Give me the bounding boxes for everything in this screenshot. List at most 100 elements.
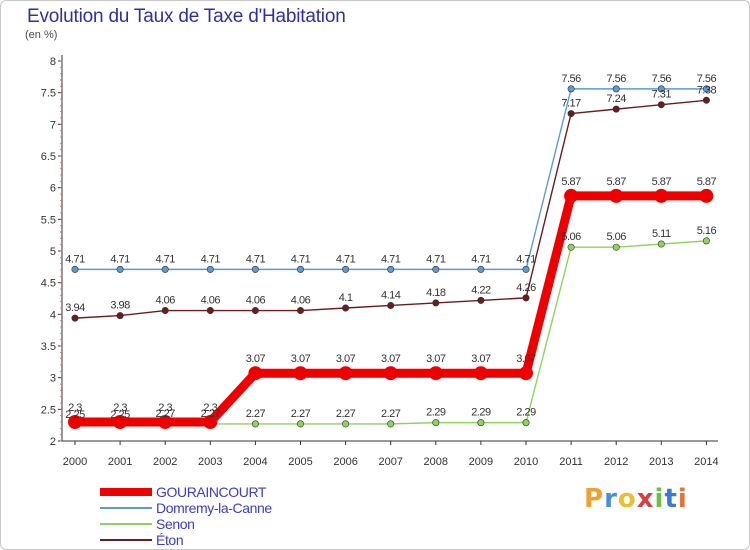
- data-label: 4.06: [291, 295, 311, 307]
- y-tick-label: 3: [50, 373, 56, 385]
- legend-label: Domremy-la-Canne: [156, 500, 272, 516]
- data-label: 5.06: [606, 231, 626, 243]
- data-label: 2.25: [110, 409, 130, 421]
- data-point: [432, 419, 440, 427]
- data-label: 4.71: [516, 253, 536, 265]
- data-point: [477, 265, 485, 273]
- data-point: [161, 307, 169, 315]
- x-tick-label: 2008: [424, 456, 448, 468]
- chart-title: Evolution du Taux de Taxe d'Habitation: [27, 6, 346, 27]
- series-line: [74, 99, 707, 319]
- data-label: 2.25: [65, 409, 85, 421]
- data-label: 3.07: [336, 353, 356, 365]
- data-label: 7.24: [606, 93, 626, 105]
- x-tick-label: 2014: [694, 456, 718, 468]
- data-label: 7.17: [561, 98, 581, 110]
- data-point: [251, 265, 259, 273]
- data-point: [522, 294, 530, 302]
- x-tick-label: 2013: [649, 456, 673, 468]
- data-point: [657, 240, 665, 248]
- data-point: [432, 265, 440, 273]
- data-point: [473, 366, 488, 381]
- data-label: 2.29: [426, 407, 446, 419]
- data-label: 4.26: [516, 282, 536, 294]
- data-point: [612, 105, 620, 113]
- y-tick-label: 5: [50, 246, 56, 258]
- data-point: [293, 366, 308, 381]
- data-label: 7.38: [697, 84, 717, 96]
- data-label: 3.07: [516, 353, 536, 365]
- data-point: [432, 299, 440, 307]
- data-point: [612, 243, 620, 251]
- x-tick-label: 2002: [153, 456, 177, 468]
- data-point: [71, 265, 79, 273]
- legend-label: GOURAINCOURT: [156, 484, 267, 500]
- data-point: [296, 420, 304, 428]
- data-label: 4.22: [471, 284, 491, 296]
- legend-swatch: [100, 539, 152, 541]
- data-label: 4.71: [110, 253, 130, 265]
- data-label: 2.27: [291, 408, 311, 420]
- data-point: [387, 420, 395, 428]
- data-label: 2.27: [246, 408, 266, 420]
- data-label: 2.27: [381, 408, 401, 420]
- legend-swatch: [100, 488, 152, 496]
- data-point: [206, 265, 214, 273]
- data-label: 2.27: [155, 408, 175, 420]
- data-label: 2.3: [158, 402, 172, 414]
- y-tick-label: 6.5: [41, 151, 56, 163]
- data-labels-layer: 4.71 4.71 4.71 4.71 4.71 4.71 4.71 4.71 4.71 4.71…: [65, 73, 717, 421]
- x-tick-label: 2009: [469, 456, 493, 468]
- data-label: 4.1: [339, 292, 353, 304]
- y-tick-label: 8: [50, 56, 56, 68]
- data-label: 2.29: [471, 407, 491, 419]
- data-point: [342, 304, 350, 312]
- legend-swatch: [100, 507, 152, 509]
- x-tick-label: 2003: [198, 456, 222, 468]
- data-point: [116, 312, 124, 320]
- data-label: 4.06: [155, 295, 175, 307]
- data-label: 3.07: [246, 353, 266, 365]
- series-layer: [68, 85, 714, 429]
- data-point: [657, 85, 665, 93]
- data-point: [206, 307, 214, 315]
- data-point: [654, 188, 669, 203]
- data-label: 2.3: [68, 402, 82, 414]
- x-tick-label: 2010: [514, 456, 538, 468]
- data-point: [383, 366, 398, 381]
- x-tick-label: 2012: [604, 456, 628, 468]
- data-point: [68, 415, 82, 429]
- data-label: 7.56: [561, 73, 581, 85]
- data-point: [612, 85, 620, 93]
- data-point: [567, 110, 575, 118]
- data-label: 5.87: [561, 176, 581, 188]
- data-label: 2.3: [113, 402, 127, 414]
- data-point: [248, 366, 263, 381]
- x-tick-label: 2007: [378, 456, 402, 468]
- x-tick-label: 2011: [559, 456, 583, 468]
- data-label: 5.16: [697, 225, 717, 237]
- legend-label: Senon: [156, 516, 195, 532]
- data-label: 3.07: [426, 353, 446, 365]
- data-point: [387, 301, 395, 309]
- data-point: [116, 265, 124, 273]
- data-point: [342, 265, 350, 273]
- y-tick-label: 7: [50, 119, 56, 131]
- data-label: 7.56: [652, 73, 672, 85]
- legend-label: Éton: [156, 532, 184, 548]
- data-point: [71, 314, 79, 322]
- chart-unit: (en %): [25, 29, 58, 41]
- y-tick-label: 2: [50, 436, 56, 448]
- data-point: [702, 96, 710, 104]
- data-point: [158, 415, 173, 429]
- data-label: 2.3: [203, 402, 217, 414]
- data-point: [477, 296, 485, 304]
- data-point: [296, 265, 304, 273]
- data-label: 4.06: [246, 295, 266, 307]
- data-label: 5.87: [697, 176, 717, 188]
- y-tick-label: 3.5: [41, 341, 56, 353]
- x-tick-label: 2005: [288, 456, 312, 468]
